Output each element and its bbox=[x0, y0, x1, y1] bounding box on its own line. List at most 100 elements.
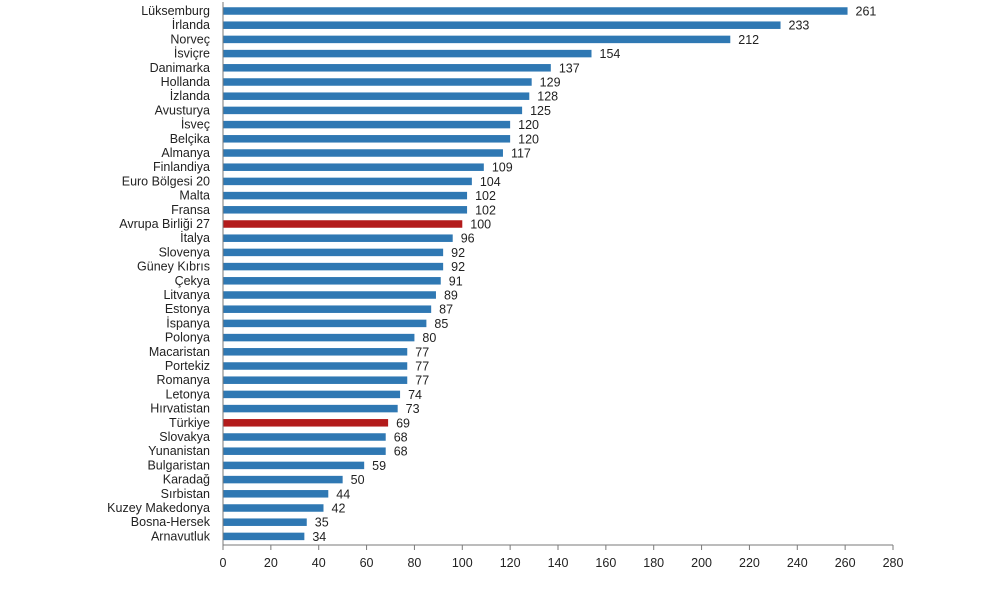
category-label-malta: Malta bbox=[179, 189, 210, 203]
bar-avusturya bbox=[223, 106, 523, 115]
value-label-sirbistan: 44 bbox=[336, 487, 350, 501]
bar-irlanda bbox=[223, 21, 781, 29]
bar-ispanya bbox=[223, 319, 427, 328]
category-label-avusturya: Avusturya bbox=[155, 103, 210, 117]
bar-norvec bbox=[223, 35, 731, 44]
value-label-euro-bolgesi-20: 104 bbox=[480, 175, 501, 189]
value-label-romanya: 77 bbox=[415, 374, 429, 388]
category-label-avrupa-birligi-27: Avrupa Birliği 27 bbox=[119, 217, 210, 231]
value-label-litvanya: 89 bbox=[444, 289, 458, 303]
category-label-litvanya: Litvanya bbox=[163, 288, 210, 302]
category-label-danimarka: Danimarka bbox=[150, 61, 210, 75]
category-label-karadag: Karadağ bbox=[163, 473, 210, 487]
bar-sirbistan bbox=[223, 490, 329, 498]
x-tick-label-0: 0 bbox=[220, 556, 227, 570]
value-label-danimarka: 137 bbox=[559, 61, 580, 75]
value-label-isvicre: 154 bbox=[600, 47, 621, 61]
value-label-belcika: 120 bbox=[518, 132, 539, 146]
value-label-izlanda: 128 bbox=[537, 90, 558, 104]
value-label-karadag: 50 bbox=[351, 473, 365, 487]
category-label-hollanda: Hollanda bbox=[161, 75, 210, 89]
bar-danimarka bbox=[223, 64, 551, 72]
bar-bosna-hersek bbox=[223, 518, 307, 526]
value-label-norvec: 212 bbox=[738, 33, 759, 47]
category-label-isvec: İsveç bbox=[181, 118, 210, 132]
value-label-turkiye: 69 bbox=[396, 416, 410, 430]
category-label-guney-kibris: Güney Kıbrıs bbox=[137, 260, 210, 274]
value-label-finlandiya: 109 bbox=[492, 161, 513, 175]
bar-izlanda bbox=[223, 92, 530, 100]
value-labels-layer: 2612332121541371291281251201201171091041… bbox=[312, 5, 876, 544]
category-label-kuzey-makedonya: Kuzey Makedonya bbox=[107, 501, 210, 515]
category-label-portekiz: Portekiz bbox=[165, 359, 210, 373]
category-label-slovenya: Slovenya bbox=[159, 245, 210, 259]
value-label-slovenya: 92 bbox=[451, 246, 465, 260]
bar-euro-bolgesi-20 bbox=[223, 177, 472, 186]
category-label-slovakya: Slovakya bbox=[159, 430, 210, 444]
value-label-hirvatistan: 73 bbox=[406, 402, 420, 416]
value-label-polonya: 80 bbox=[422, 331, 436, 345]
value-label-italya: 96 bbox=[461, 232, 475, 246]
bar-isvicre bbox=[223, 49, 592, 58]
x-tick-label-100: 100 bbox=[452, 556, 473, 570]
value-label-estonya: 87 bbox=[439, 303, 453, 317]
x-tick-label-260: 260 bbox=[835, 556, 856, 570]
bar-bulgaristan bbox=[223, 461, 365, 470]
x-tick-label-60: 60 bbox=[360, 556, 374, 570]
bar-cekya bbox=[223, 277, 441, 285]
category-label-sirbistan: Sırbistan bbox=[161, 487, 210, 501]
bar-belcika bbox=[223, 135, 511, 143]
bar-italya bbox=[223, 234, 453, 242]
category-label-euro-bolgesi-20: Euro Bölgesi 20 bbox=[122, 174, 210, 188]
bar-hirvatistan bbox=[223, 404, 398, 413]
category-label-finlandiya: Finlandiya bbox=[153, 160, 210, 174]
category-label-fransa: Fransa bbox=[171, 203, 210, 217]
x-tick-label-180: 180 bbox=[643, 556, 664, 570]
value-label-luksemburg: 261 bbox=[856, 5, 877, 19]
category-label-cekya: Çekya bbox=[175, 274, 210, 288]
category-labels-layer: LüksemburgİrlandaNorveçİsviçreDanimarkaH… bbox=[107, 4, 211, 543]
bar-slovakya bbox=[223, 433, 386, 441]
bar-isvec bbox=[223, 120, 511, 129]
x-axis: 0 20 40 60 80 100 120 140 160 180 200 220 240 260 280 bbox=[220, 2, 904, 570]
x-tick-label-200: 200 bbox=[691, 556, 712, 570]
x-tick-label-280: 280 bbox=[883, 556, 904, 570]
category-label-almanya: Almanya bbox=[161, 146, 210, 160]
bar-polonya bbox=[223, 333, 415, 342]
bar-karadag bbox=[223, 475, 343, 484]
value-label-letonya: 74 bbox=[408, 388, 422, 402]
bar-letonya bbox=[223, 390, 401, 399]
x-tick-label-120: 120 bbox=[500, 556, 521, 570]
value-label-almanya: 117 bbox=[511, 147, 531, 161]
category-label-isvicre: İsviçre bbox=[174, 47, 210, 61]
category-label-belcika: Belçika bbox=[170, 132, 210, 146]
bar-romanya bbox=[223, 376, 408, 384]
value-label-slovakya: 68 bbox=[394, 431, 408, 445]
category-label-yunanistan: Yunanistan bbox=[148, 444, 210, 458]
value-label-avrupa-birligi-27: 100 bbox=[470, 218, 491, 232]
value-label-isvec: 120 bbox=[518, 118, 539, 132]
bar-kuzey-makedonya bbox=[223, 504, 324, 512]
category-label-estonya: Estonya bbox=[165, 302, 210, 316]
category-label-izlanda: İzlanda bbox=[170, 89, 210, 103]
category-label-irlanda: İrlanda bbox=[172, 18, 210, 32]
bar-turkiye bbox=[223, 419, 389, 427]
bar-fransa bbox=[223, 206, 468, 214]
value-label-macaristan: 77 bbox=[415, 345, 429, 359]
category-label-italya: İtalya bbox=[180, 231, 210, 245]
value-label-cekya: 91 bbox=[449, 274, 463, 288]
bar-guney-kibris bbox=[223, 262, 444, 271]
bar-almanya bbox=[223, 149, 503, 157]
bar-slovenya bbox=[223, 248, 444, 257]
value-label-kuzey-makedonya: 42 bbox=[332, 502, 346, 516]
category-label-ispanya: İspanya bbox=[166, 316, 210, 330]
x-tick-label-240: 240 bbox=[787, 556, 808, 570]
x-tick-label-140: 140 bbox=[548, 556, 569, 570]
x-tick-label-40: 40 bbox=[312, 556, 326, 570]
x-tick-label-80: 80 bbox=[407, 556, 421, 570]
category-label-norvec: Norveç bbox=[170, 32, 210, 46]
category-label-romanya: Romanya bbox=[157, 373, 211, 387]
category-label-arnavutluk: Arnavutluk bbox=[151, 529, 211, 543]
x-tick-label-220: 220 bbox=[739, 556, 760, 570]
